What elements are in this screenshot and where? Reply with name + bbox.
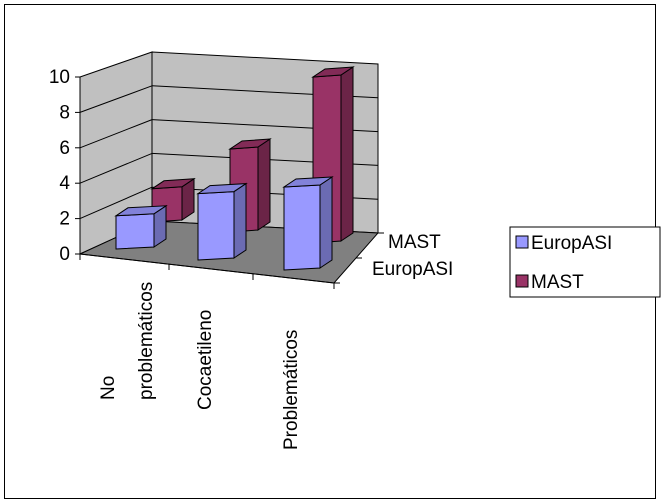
y-axis: 0 2 4 6 8 10	[49, 67, 81, 265]
x-axis-line	[79, 253, 335, 284]
y-tick-label: 10	[49, 67, 70, 88]
legend-swatch-mast	[515, 274, 529, 288]
bar-top-face	[114, 205, 168, 217]
bar-top-face	[150, 178, 196, 190]
bar-side-face	[319, 176, 333, 269]
depth-label-mast: MAST	[388, 232, 441, 253]
category-label-no-problematicos: No problemáticos	[98, 282, 157, 400]
bar-top-face	[311, 66, 355, 78]
y-tick-label: 8	[59, 102, 70, 123]
legend: EuropASI MAST	[509, 226, 661, 298]
bar-front-face	[283, 184, 321, 271]
y-tick-label: 2	[59, 209, 70, 230]
y-tick-label: 6	[59, 138, 70, 159]
gridline	[79, 186, 153, 220]
bar	[282, 176, 334, 271]
category-label-line: Cocaetileno	[195, 310, 216, 410]
x-axis	[79, 232, 384, 289]
legend-swatch-europasi	[515, 235, 529, 249]
bar	[114, 204, 168, 250]
legend-box	[509, 226, 661, 298]
bar-side-face	[340, 66, 354, 242]
y-tick-label: 4	[59, 173, 70, 194]
bar-top-face	[228, 138, 272, 150]
gridline	[79, 85, 153, 113]
bar-side-face	[257, 138, 271, 231]
gridline	[79, 119, 153, 149]
legend-label-europasi: EuropASI	[531, 233, 612, 254]
bar-top-face	[282, 176, 334, 188]
legend-label-mast: MAST	[531, 272, 584, 293]
category-label-line: Problemáticos	[281, 330, 302, 450]
bar-front-face	[115, 213, 155, 250]
category-label-line: No	[98, 376, 119, 400]
bar-top-face	[196, 182, 248, 195]
bars	[114, 66, 355, 271]
gridline	[79, 152, 153, 184]
depth-label-europasi: EuropASI	[372, 259, 453, 280]
category-label-problematicos: Problemáticos	[281, 330, 302, 450]
bar-side-face	[233, 182, 247, 259]
category-label-cocaetileno: Cocaetileno	[195, 310, 216, 410]
bar-front-face	[197, 191, 235, 261]
bar	[196, 182, 248, 261]
y-tick-label: 0	[59, 244, 70, 265]
category-label-line: problemáticos	[136, 282, 157, 400]
